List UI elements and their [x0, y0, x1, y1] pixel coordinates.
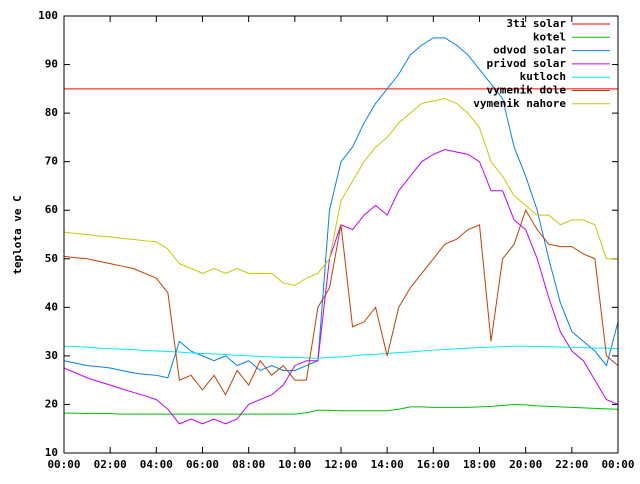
series-line: [63, 209, 619, 396]
y-tick-label: 80: [45, 106, 58, 119]
legend-label: vymenik nahore: [473, 97, 566, 110]
y-axis-label: teplota ve C: [11, 195, 24, 274]
y-tick-label: 10: [45, 446, 58, 459]
series-line: [63, 98, 618, 287]
x-tick-label: 12:00: [324, 458, 357, 471]
x-tick-label: 20:00: [509, 458, 542, 471]
legend-label: kutloch: [520, 70, 566, 83]
x-tick-label: 18:00: [463, 458, 496, 471]
x-tick-label: 10:00: [278, 458, 311, 471]
x-tick-label: 00:00: [47, 458, 80, 471]
plot-frame: [63, 15, 619, 454]
x-tick-label: 22:00: [555, 458, 588, 471]
y-tick-label: 90: [45, 58, 58, 71]
x-tick-label: 02:00: [94, 458, 127, 471]
series-line: [63, 37, 619, 379]
y-tick-label: 100: [38, 9, 58, 22]
x-tick-label: 14:00: [371, 458, 404, 471]
x-tick-label: 04:00: [140, 458, 173, 471]
y-tick-label: 40: [45, 300, 58, 313]
y-tick-label: 60: [45, 203, 58, 216]
legend-label: odvod solar: [493, 44, 566, 57]
y-tick-label: 20: [45, 397, 58, 410]
legend-label: privod solar: [487, 57, 567, 70]
legend-label: 3ti solar: [506, 17, 566, 30]
y-tick-label: 30: [45, 349, 58, 362]
x-tick-label: 06:00: [186, 458, 219, 471]
legend-label: kotel: [533, 30, 566, 43]
y-tick-label: 50: [45, 252, 58, 265]
y-tick-label: 70: [45, 155, 58, 168]
x-tick-label: 16:00: [417, 458, 450, 471]
x-tick-label: 00:00: [601, 458, 634, 471]
series-line: [63, 345, 619, 359]
legend-label: vymenik dole: [487, 84, 567, 97]
x-tick-label: 08:00: [232, 458, 265, 471]
series-line: [64, 403, 619, 415]
